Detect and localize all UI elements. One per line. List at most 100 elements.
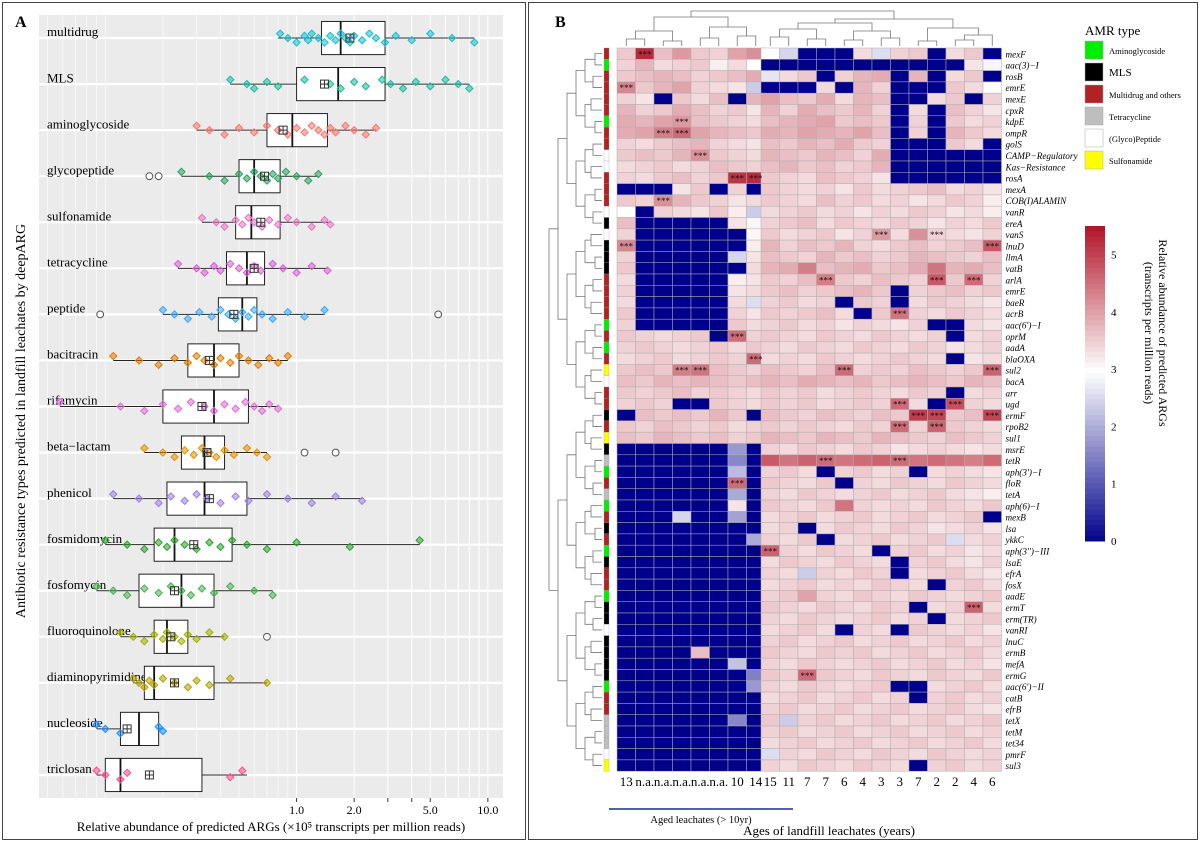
heatmap-cell	[709, 273, 729, 286]
heatmap-cell	[779, 307, 799, 320]
heatmap-cell	[908, 239, 928, 252]
heatmap-cell	[816, 375, 836, 388]
heatmap-cell	[982, 115, 1002, 128]
heatmap-cell	[964, 691, 984, 704]
heatmap-cell	[816, 431, 836, 444]
heatmap-cell	[908, 624, 928, 636]
heatmap-cell	[709, 239, 729, 252]
heatmap-cell	[890, 511, 910, 523]
heatmap-cell	[908, 341, 928, 354]
heatmap-cell	[690, 228, 710, 241]
heatmap-cell	[982, 556, 1002, 569]
heatmap-cell	[635, 183, 655, 196]
heatmap-cell	[890, 443, 910, 456]
heatmap-cell	[927, 330, 947, 343]
heatmap-cell	[964, 217, 984, 230]
heatmap-cell	[797, 330, 817, 343]
heatmap-cell	[797, 714, 817, 727]
heatmap-cell	[690, 375, 710, 388]
heatmap-cell	[635, 285, 655, 297]
data-point	[192, 264, 201, 273]
gene-labels: mexFaac(3)−IrosBemrEmexEcpxRkdpEompRgolS…	[1005, 49, 1079, 771]
heatmap-cell	[927, 725, 947, 738]
heatmap-cell	[727, 352, 747, 365]
panel-b-heatmap: B *** *** *** *** *** *** *** *** *** *** *** *** **…	[528, 2, 1198, 840]
heatmap-cell	[653, 567, 673, 580]
data-point	[225, 674, 235, 683]
heatmap-cell	[635, 544, 655, 557]
dendrogram-branch	[594, 324, 602, 337]
heatmap-cell	[672, 296, 692, 309]
amr-strip-cell	[603, 443, 610, 455]
heatmap-cell	[834, 759, 854, 772]
heatmap-cell	[727, 669, 747, 682]
heatmap-cell	[797, 511, 817, 523]
heatmap-cell	[727, 578, 747, 591]
data-point	[262, 678, 272, 688]
heatmap-cell	[945, 172, 965, 184]
heatmap-cell	[964, 194, 984, 207]
heatmap-cell	[982, 398, 1002, 410]
heatmap-cell	[690, 759, 710, 772]
data-point	[186, 397, 196, 407]
heatmap-cell	[690, 341, 710, 354]
data-point	[122, 590, 132, 600]
heatmap-cell	[797, 47, 817, 60]
heatmap-cell	[727, 703, 747, 715]
data-point	[273, 174, 283, 183]
amr-strip-cell	[603, 488, 610, 501]
heatmap-cell	[760, 454, 780, 467]
heatmap-cell	[690, 217, 710, 230]
colorbar-segment	[1085, 535, 1105, 542]
mean-marker-cross	[197, 402, 206, 411]
data-point	[195, 307, 204, 317]
significance-star: ***	[986, 241, 1000, 251]
heatmap-cell	[908, 126, 928, 139]
amr-strip-cell	[603, 160, 610, 173]
heatmap-cell	[616, 624, 636, 636]
heatmap-cell	[672, 251, 692, 263]
heatmap-cell	[816, 409, 836, 422]
dendrogram-branch	[592, 347, 602, 360]
amr-strip-cell	[603, 149, 610, 162]
heatmap-cell	[797, 488, 817, 501]
heatmap-cell	[653, 759, 673, 772]
heatmap-cell	[982, 420, 1002, 433]
heatmap-cell	[616, 578, 636, 591]
data-point	[345, 542, 355, 552]
heatmap-cell	[616, 703, 636, 715]
heatmap-cell	[982, 499, 1002, 512]
heatmap-cell	[616, 273, 636, 286]
heatmap-cell	[797, 748, 817, 761]
heatmap-cell	[797, 522, 817, 535]
heatmap-cell	[927, 499, 947, 512]
category-label: beta−lactam	[47, 439, 111, 454]
heatmap-cell	[616, 352, 636, 365]
heatmap-cell	[834, 533, 854, 546]
amr-strip-cell	[603, 432, 610, 444]
dendrogram-branch	[662, 40, 683, 46]
data-point	[170, 310, 179, 319]
heatmap-cell	[945, 318, 965, 331]
data-point	[273, 81, 283, 91]
heatmap-cell	[908, 511, 928, 523]
dendrogram-branch	[575, 612, 585, 659]
heatmap-cell	[834, 172, 854, 184]
mean-marker-cross	[256, 218, 265, 227]
heatmap-cell	[908, 70, 928, 83]
heatmap-cell	[653, 318, 673, 331]
heatmap-cell	[616, 590, 636, 602]
heatmap-cell	[760, 104, 780, 117]
heatmap-cell	[816, 703, 836, 715]
heatmap-cell	[908, 398, 928, 410]
heatmap-cell	[816, 92, 836, 105]
data-point	[140, 584, 149, 593]
heatmap-cell	[908, 680, 928, 693]
heatmap-cell	[945, 624, 965, 636]
heatmap-cell	[890, 669, 910, 682]
heatmap-cell	[834, 70, 854, 83]
heatmap-cell	[653, 273, 673, 286]
heatmap-cell	[871, 296, 891, 309]
